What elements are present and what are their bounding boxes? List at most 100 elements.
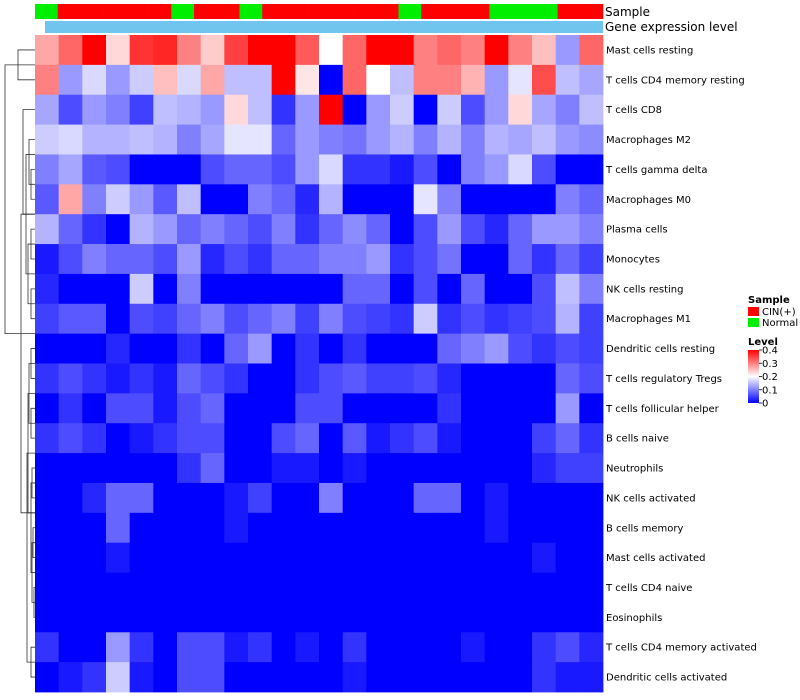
heatmap-cell	[248, 393, 273, 424]
heatmap-cell	[342, 303, 367, 335]
heatmap-cell	[342, 393, 367, 424]
heatmap-cell	[390, 64, 415, 96]
heatmap-cell	[224, 632, 249, 663]
heatmap-cell	[248, 244, 273, 275]
heatmap-cell	[437, 512, 462, 544]
sample-annotation-cell	[103, 4, 127, 19]
row-label: Plasma cells	[606, 225, 668, 236]
heatmap-cell	[413, 602, 438, 633]
heatmap-cell	[413, 632, 438, 663]
heatmap-cell	[58, 542, 83, 573]
heatmap-cell	[555, 35, 580, 66]
heatmap-cell	[508, 482, 533, 514]
heatmap-cell	[319, 423, 344, 454]
heatmap-cell	[342, 35, 367, 66]
heatmap-cell	[295, 35, 320, 66]
heatmap-cell	[390, 453, 415, 484]
heatmap-cell	[579, 333, 604, 364]
heatmap-cell	[271, 482, 296, 514]
heatmap-cell	[129, 273, 154, 305]
heatmap-cell	[200, 662, 225, 693]
heatmap-cell	[177, 124, 202, 155]
heatmap-cell	[58, 512, 83, 544]
heatmap-cell	[129, 214, 154, 245]
heatmap-cell	[106, 273, 131, 305]
heatmap-cell	[508, 363, 533, 394]
heatmap-cell	[224, 602, 249, 633]
heatmap-cell	[532, 333, 557, 364]
heatmap-cell	[271, 244, 296, 275]
heatmap-cell	[413, 154, 438, 185]
heatmap-cell	[153, 632, 178, 663]
heatmap-cell	[484, 602, 509, 633]
heatmap-cell	[366, 35, 391, 66]
sample-annotation-cell	[421, 4, 445, 19]
heatmap-cell	[106, 363, 131, 394]
heatmap-cell	[200, 512, 225, 544]
heatmap-cell	[271, 632, 296, 663]
sample-annotation-cell	[239, 4, 263, 19]
row-label: NK cells activated	[606, 493, 696, 504]
heatmap-cell	[390, 303, 415, 335]
heatmap-cell	[295, 154, 320, 185]
heatmap-cell	[200, 184, 225, 215]
heatmap-cell	[390, 662, 415, 693]
heatmap-cell	[295, 512, 320, 544]
heatmap-cell	[390, 94, 415, 125]
heatmap-cell	[413, 303, 438, 335]
heatmap-cell	[82, 333, 107, 364]
heatmap-cell	[82, 124, 107, 155]
heatmap-cell	[484, 363, 509, 394]
heatmap-cell	[413, 662, 438, 693]
heatmap-cell	[437, 214, 462, 245]
heatmap-cell	[532, 632, 557, 663]
heatmap-cell	[413, 453, 438, 484]
heatmap-cell	[437, 662, 462, 693]
heatmap-cell	[153, 482, 178, 514]
heatmap-cell	[342, 602, 367, 633]
row-label: T cells CD8	[605, 105, 662, 116]
heatmap-cell	[82, 244, 107, 275]
heatmap-cell	[366, 572, 391, 603]
row-label: T cells regulatory Tregs	[605, 374, 722, 385]
heatmap-cell	[271, 184, 296, 215]
heatmap-cell	[271, 453, 296, 484]
heatmap-cell	[555, 333, 580, 364]
heatmap-cell	[508, 632, 533, 663]
heatmap-cell	[555, 662, 580, 693]
heatmap-cell	[413, 244, 438, 275]
heatmap-cell	[295, 363, 320, 394]
heatmap-cell	[200, 363, 225, 394]
heatmap-cell	[295, 453, 320, 484]
heatmap-cell	[437, 333, 462, 364]
heatmap-cell	[508, 572, 533, 603]
heatmap-cell	[35, 124, 60, 155]
heatmap-cell	[532, 214, 557, 245]
heatmap-cell	[413, 124, 438, 155]
heatmap-cell	[35, 64, 60, 96]
heatmap-cell	[461, 602, 486, 633]
sample-annotation-cell	[35, 4, 59, 19]
heatmap-cell	[106, 393, 131, 424]
heatmap-cell	[224, 303, 249, 335]
heatmap-cell	[129, 423, 154, 454]
heatmap-cell	[532, 273, 557, 305]
heatmap-cell	[295, 393, 320, 424]
sample-annotation-cell	[148, 4, 172, 19]
heatmap-cell	[390, 632, 415, 663]
heatmap-cell	[129, 244, 154, 275]
heatmap-cell	[271, 214, 296, 245]
heatmap-cell	[437, 124, 462, 155]
legend-label-normal: Normal	[762, 318, 798, 329]
row-label: Eosinophils	[606, 613, 662, 624]
heatmap-cell	[106, 244, 131, 275]
sample-annotation-cell	[194, 4, 218, 19]
heatmap-cell	[58, 94, 83, 125]
heatmap-cell	[579, 214, 604, 245]
heatmap-cell	[413, 423, 438, 454]
heatmap-cell	[177, 244, 202, 275]
heatmap-cell	[484, 303, 509, 335]
heatmap-cell	[437, 602, 462, 633]
heatmap-cell	[555, 512, 580, 544]
